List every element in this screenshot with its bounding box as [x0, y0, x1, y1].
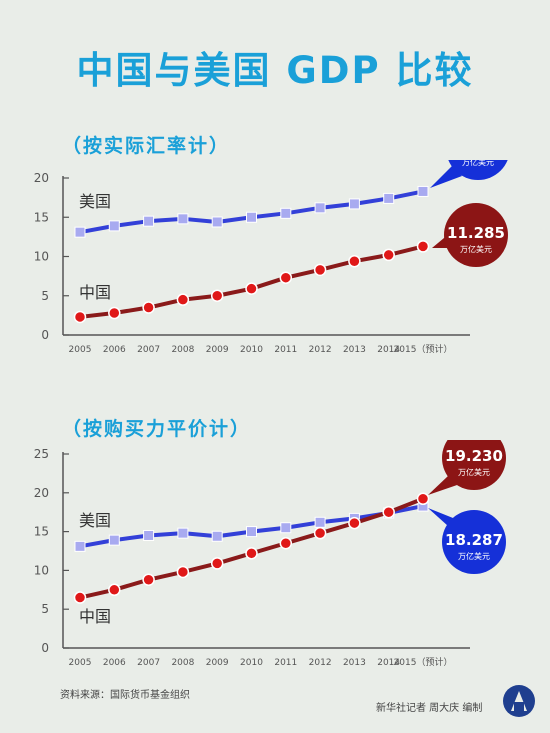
china-data-point [108, 306, 121, 320]
china-callout-bubble [442, 440, 506, 490]
x-tick-label: 2011 [274, 345, 297, 355]
us-data-point [108, 220, 120, 232]
x-tick-label: 2009 [206, 345, 229, 355]
x-tick-label: 2007 [137, 658, 160, 668]
china-series-label: 中国 [79, 607, 111, 626]
y-tick-label: 25 [34, 447, 49, 461]
us-data-point [280, 522, 292, 534]
y-tick-label: 10 [34, 563, 49, 577]
china-data-point [210, 289, 224, 302]
y-tick-label: 0 [41, 641, 49, 655]
china-data-point [279, 536, 293, 550]
china-data-point [416, 240, 430, 253]
xinhua-logo-icon [503, 685, 535, 717]
source-note: 资料来源：国际货币基金组织 [60, 690, 190, 701]
y-tick-label: 15 [34, 210, 49, 224]
china-data-point [279, 271, 293, 284]
x-tick-label: 2015（预计） [394, 343, 453, 355]
china-data-point [382, 505, 395, 519]
y-tick-label: 20 [34, 486, 49, 500]
chart-ppp: 0 5 10 15 20 25 2005 2006 2007 2008 2009 2010 2011 20… [34, 440, 506, 668]
chart-exchange-rate: 0 5 10 15 20 2005 2006 2007 2008 2009 2010 2011 2012… [34, 160, 508, 355]
callout-value: 18.287 [445, 531, 503, 549]
chart-1-title: （按实际汇率计） [62, 135, 231, 157]
x-tick-label: 2013 [343, 658, 366, 668]
china-data-point [245, 547, 258, 560]
china-data-point [142, 573, 155, 586]
us-data-point [246, 211, 257, 223]
us-data-point [108, 534, 120, 546]
x-tick-label: 2012 [309, 345, 332, 355]
y-tick-label: 5 [41, 289, 49, 303]
x-tick-label: 2007 [137, 345, 160, 355]
us-data-point [348, 198, 360, 210]
us-data-point [74, 226, 86, 238]
china-callout-bubble [444, 203, 508, 267]
callout-unit: 万亿美元 [458, 467, 490, 477]
x-tick-label: 2010 [240, 345, 263, 355]
callout-unit: 万亿美元 [462, 160, 494, 167]
china-data-point [313, 263, 327, 277]
us-data-point [177, 527, 189, 539]
us-data-point [246, 526, 257, 538]
us-callout-bubble [448, 160, 508, 180]
callout-value: 11.285 [447, 224, 505, 242]
china-data-point [348, 254, 361, 268]
china-data-point [245, 282, 258, 295]
x-tick-label: 2006 [103, 345, 126, 355]
us-data-point [177, 213, 189, 225]
y-tick-label: 20 [34, 171, 49, 185]
china-data-point [210, 557, 224, 570]
us-data-point [74, 540, 86, 552]
x-tick-label: 2008 [171, 658, 194, 668]
x-tick-label: 2005 [69, 658, 92, 668]
us-data-point [314, 202, 326, 214]
china-series-label: 中国 [79, 283, 111, 302]
us-data-point [383, 192, 395, 204]
x-tick-label: 2015（预计） [394, 656, 453, 668]
china-data-point [73, 591, 87, 604]
x-tick-label: 2005 [69, 345, 92, 355]
x-tick-label: 2014 [377, 345, 400, 355]
x-tick-label: 2014 [377, 658, 400, 668]
china-data-point [176, 565, 190, 579]
us-series-label: 美国 [79, 511, 111, 530]
us-data-point [417, 185, 429, 197]
x-tick-label: 2009 [206, 658, 229, 668]
callout-unit: 万亿美元 [458, 551, 490, 561]
china-data-point [348, 516, 361, 530]
china-data-point [176, 293, 190, 306]
china-data-point [416, 492, 430, 506]
chart-2-title: （按购买力平价计） [62, 418, 252, 440]
us-data-point [211, 530, 223, 542]
callout-value: 19.230 [445, 447, 503, 465]
x-tick-label: 2011 [274, 658, 297, 668]
y-tick-label: 15 [34, 525, 49, 539]
china-series-line [79, 244, 424, 319]
us-data-point [143, 215, 155, 227]
x-tick-label: 2006 [103, 658, 126, 668]
y-tick-label: 10 [34, 250, 49, 264]
us-series-label: 美国 [79, 192, 111, 211]
callout-unit: 万亿美元 [460, 244, 492, 254]
us-callout-bubble [442, 510, 506, 574]
x-tick-label: 2013 [343, 345, 366, 355]
china-data-point [73, 310, 87, 324]
us-data-point [211, 216, 223, 228]
y-tick-label: 5 [41, 602, 49, 616]
y-tick-label: 0 [41, 328, 49, 342]
china-data-point [382, 248, 395, 262]
us-data-point [280, 207, 292, 219]
china-data-point [142, 301, 155, 314]
credit-note: 新华社记者 周大庆 编制 [376, 703, 483, 714]
us-data-point [314, 516, 326, 528]
callout-tail [430, 166, 462, 188]
x-tick-label: 2008 [171, 345, 194, 355]
us-data-point [143, 529, 155, 541]
x-tick-label: 2012 [309, 658, 332, 668]
china-data-point [108, 583, 121, 597]
page-title: 中国与美国 GDP 比较 [76, 49, 474, 92]
china-data-point [313, 526, 327, 540]
x-tick-label: 2010 [240, 658, 263, 668]
